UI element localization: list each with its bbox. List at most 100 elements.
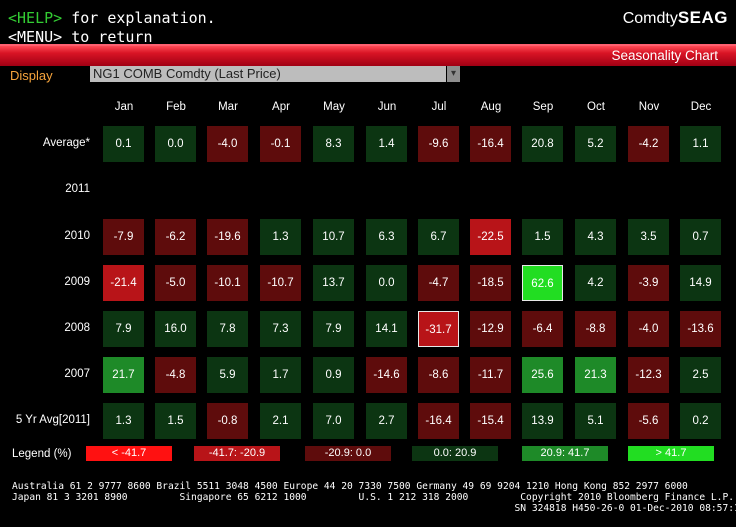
seasonality-cell[interactable]: 1.3 — [103, 403, 144, 439]
seasonality-cell[interactable]: -19.6 — [207, 219, 248, 255]
seasonality-cell[interactable]: 0.1 — [103, 126, 144, 162]
seasonality-cell[interactable]: 21.3 — [575, 357, 616, 393]
seasonality-cell[interactable]: 10.7 — [313, 219, 354, 255]
seasonality-cell[interactable]: 25.6 — [522, 357, 563, 393]
seasonality-cell[interactable]: 5.2 — [575, 126, 616, 162]
seasonality-cell[interactable]: 0.9 — [313, 357, 354, 393]
seasonality-cell[interactable]: -7.9 — [103, 219, 144, 255]
seasonality-cell[interactable]: -16.4 — [418, 403, 459, 439]
seasonality-cell[interactable]: 2.1 — [260, 403, 301, 439]
seasonality-cell[interactable]: 1.5 — [522, 219, 563, 255]
seasonality-cell[interactable]: 1.1 — [680, 126, 721, 162]
seasonality-cell[interactable]: 13.7 — [313, 265, 354, 301]
brand-code: SEAG — [677, 8, 728, 27]
seasonality-cell[interactable]: 6.3 — [366, 219, 407, 255]
seasonality-cell[interactable]: 13.9 — [522, 403, 563, 439]
footer-line-2: Japan 81 3 3201 8900 Singapore 65 6212 1… — [12, 491, 734, 503]
seasonality-cell[interactable]: -10.1 — [207, 265, 248, 301]
seasonality-cell[interactable]: 2.5 — [680, 357, 721, 393]
seasonality-cell[interactable]: 7.0 — [313, 403, 354, 439]
row-label: 2008 — [64, 322, 90, 334]
seasonality-cell[interactable]: -4.0 — [628, 311, 669, 347]
help-hint: <HELP> for explanation. — [8, 9, 216, 27]
seasonality-cell[interactable]: -4.0 — [207, 126, 248, 162]
title-bar — [0, 46, 736, 66]
function-brand: ComdtySEAG — [623, 8, 728, 28]
seasonality-cell[interactable]: 1.5 — [155, 403, 196, 439]
month-header-nov: Nov — [638, 101, 660, 113]
seasonality-cell[interactable]: 6.7 — [418, 219, 459, 255]
month-header-aug: Aug — [480, 101, 502, 113]
seasonality-cell[interactable]: -22.5 — [470, 219, 511, 255]
seasonality-cell[interactable]: 1.4 — [366, 126, 407, 162]
seasonality-cell[interactable]: -14.6 — [366, 357, 407, 393]
seasonality-cell[interactable]: -16.4 — [470, 126, 511, 162]
seasonality-cell[interactable]: 0.2 — [680, 403, 721, 439]
title-bar-highlight — [0, 44, 736, 47]
row-label: Average* — [42, 137, 90, 149]
seasonality-cell[interactable]: -0.1 — [260, 126, 301, 162]
seasonality-cell[interactable]: 62.6 — [522, 265, 563, 301]
seasonality-cell[interactable]: 4.3 — [575, 219, 616, 255]
seasonality-cell[interactable]: 16.0 — [155, 311, 196, 347]
month-header-feb: Feb — [166, 101, 186, 113]
seasonality-cell[interactable]: 1.3 — [260, 219, 301, 255]
seasonality-cell[interactable]: -31.7 — [418, 311, 459, 347]
seasonality-cell[interactable]: 0.0 — [155, 126, 196, 162]
seasonality-cell[interactable]: -5.6 — [628, 403, 669, 439]
seasonality-cell[interactable]: -12.3 — [628, 357, 669, 393]
seasonality-cell[interactable]: 0.7 — [680, 219, 721, 255]
seasonality-cell[interactable]: -8.8 — [575, 311, 616, 347]
seasonality-cell[interactable]: -6.4 — [522, 311, 563, 347]
legend-swatch: -20.9: 0.0 — [305, 446, 391, 461]
footer-line-1: Australia 61 2 9777 8600 Brazil 5511 304… — [12, 481, 688, 492]
legend-swatch: -41.7: -20.9 — [194, 446, 280, 461]
seasonality-cell[interactable]: 7.9 — [313, 311, 354, 347]
seasonality-cell[interactable]: 14.1 — [366, 311, 407, 347]
legend-swatch: < -41.7 — [86, 446, 172, 461]
seasonality-cell[interactable]: 2.7 — [366, 403, 407, 439]
seasonality-cell[interactable]: -15.4 — [470, 403, 511, 439]
seasonality-cell[interactable]: 5.9 — [207, 357, 248, 393]
help-key[interactable]: <HELP> — [8, 9, 63, 27]
month-header-dec: Dec — [690, 101, 712, 113]
menu-hint[interactable]: <MENU> to return — [8, 28, 153, 46]
seasonality-cell[interactable]: 7.9 — [103, 311, 144, 347]
seasonality-cell[interactable]: -10.7 — [260, 265, 301, 301]
chevron-down-icon[interactable]: ▾ — [447, 66, 460, 82]
month-header-oct: Oct — [587, 101, 605, 113]
seasonality-cell[interactable]: 3.5 — [628, 219, 669, 255]
month-header-apr: Apr — [272, 101, 290, 113]
seasonality-cell[interactable]: -8.6 — [418, 357, 459, 393]
seasonality-cell[interactable]: 0.0 — [366, 265, 407, 301]
seasonality-cell[interactable]: -18.5 — [470, 265, 511, 301]
seasonality-cell[interactable]: -5.0 — [155, 265, 196, 301]
seasonality-cell[interactable]: -21.4 — [103, 265, 144, 301]
legend-swatch: 20.9: 41.7 — [522, 446, 608, 461]
seasonality-cell[interactable]: 7.3 — [260, 311, 301, 347]
month-header-may: May — [323, 101, 345, 113]
seasonality-cell[interactable]: 21.7 — [103, 357, 144, 393]
seasonality-cell[interactable]: -6.2 — [155, 219, 196, 255]
seasonality-cell[interactable]: -13.6 — [680, 311, 721, 347]
seasonality-cell[interactable]: -11.7 — [470, 357, 511, 393]
month-header-mar: Mar — [218, 101, 238, 113]
seasonality-cell[interactable]: -9.6 — [418, 126, 459, 162]
seasonality-cell[interactable]: -4.7 — [418, 265, 459, 301]
display-security-field[interactable]: NG1 COMB Comdty (Last Price) — [90, 66, 446, 82]
seasonality-cell[interactable]: -12.9 — [470, 311, 511, 347]
seasonality-cell[interactable]: -0.8 — [207, 403, 248, 439]
month-header-jun: Jun — [377, 101, 397, 113]
seasonality-cell[interactable]: 14.9 — [680, 265, 721, 301]
seasonality-cell[interactable]: -3.9 — [628, 265, 669, 301]
seasonality-cell[interactable]: 20.8 — [522, 126, 563, 162]
seasonality-cell[interactable]: 4.2 — [575, 265, 616, 301]
seasonality-cell[interactable]: -4.2 — [628, 126, 669, 162]
seasonality-cell[interactable]: -4.8 — [155, 357, 196, 393]
seasonality-cell[interactable]: 7.8 — [207, 311, 248, 347]
seasonality-cell[interactable]: 8.3 — [313, 126, 354, 162]
footer-contacts: Australia 61 2 9777 8600 Brazil 5511 304… — [12, 481, 736, 514]
seasonality-cell[interactable]: 5.1 — [575, 403, 616, 439]
row-label: 5 Yr Avg[2011] — [15, 414, 90, 426]
seasonality-cell[interactable]: 1.7 — [260, 357, 301, 393]
